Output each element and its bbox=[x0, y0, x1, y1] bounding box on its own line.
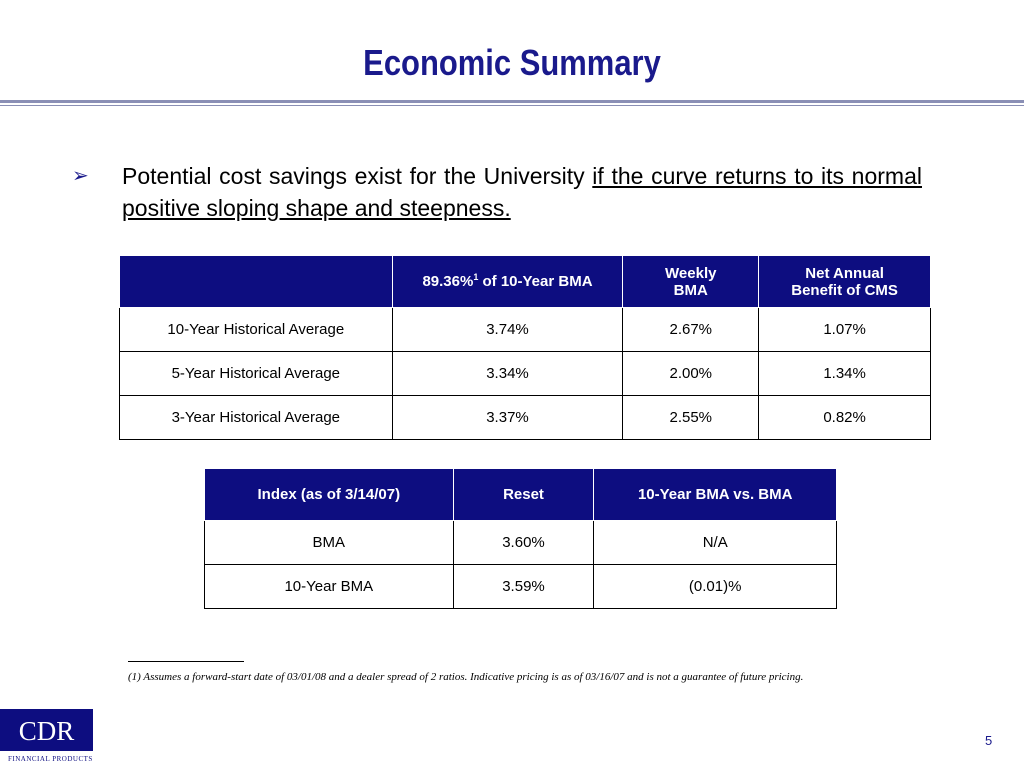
bullet-text: Potential cost savings exist for the Uni… bbox=[122, 160, 922, 224]
company-logo: CDR bbox=[0, 709, 93, 751]
header-cell-index: Index (as of 3/14/07) bbox=[204, 468, 454, 521]
header-ratio-value: 89.36% bbox=[422, 273, 474, 290]
title-divider bbox=[0, 100, 1024, 103]
cell-net-benefit: 0.82% bbox=[758, 395, 931, 440]
header-cell-weekly-bma: Weekly BMA bbox=[622, 255, 760, 308]
cell-ratio: 3.74% bbox=[391, 307, 624, 352]
header-weekly-line1: Weekly bbox=[665, 264, 717, 282]
header-net-line1: Net Annual bbox=[805, 264, 884, 282]
row-label: 10-Year Historical Average bbox=[119, 307, 393, 352]
footnote-divider bbox=[128, 661, 244, 662]
table-header-row: 89.36%1 of 10-Year BMA Weekly BMA Net Ann… bbox=[119, 255, 931, 308]
header-cell-net-benefit: Net Annual Benefit of CMS bbox=[758, 255, 931, 308]
cell-net-benefit: 1.07% bbox=[758, 307, 931, 352]
cell-ratio: 3.34% bbox=[391, 351, 624, 396]
row-label: BMA bbox=[204, 520, 454, 565]
header-cell-blank bbox=[119, 255, 393, 308]
row-label: 5-Year Historical Average bbox=[119, 351, 393, 396]
header-cell-spread: 10-Year BMA vs. BMA bbox=[593, 468, 837, 521]
row-label: 3-Year Historical Average bbox=[119, 395, 393, 440]
cell-spread: (0.01)% bbox=[593, 564, 837, 609]
table-row: 10-Year BMA 3.59% (0.01)% bbox=[204, 564, 837, 609]
table-row: 5-Year Historical Average 3.34% 2.00% 1.… bbox=[119, 351, 931, 396]
header-ratio-label: of 10-Year BMA bbox=[478, 273, 593, 290]
table-row: 3-Year Historical Average 3.37% 2.55% 0.… bbox=[119, 395, 931, 440]
arrow-bullet-icon: ➢ bbox=[72, 163, 89, 187]
cell-net-benefit: 1.34% bbox=[758, 351, 931, 396]
savings-table: 89.36%1 of 10-Year BMA Weekly BMA Net Ann… bbox=[119, 255, 931, 440]
row-label: 10-Year BMA bbox=[204, 564, 454, 609]
footnote: (1) Assumes a forward-start date of 03/0… bbox=[128, 671, 804, 683]
cell-ratio: 3.37% bbox=[391, 395, 624, 440]
page-number: 5 bbox=[985, 733, 993, 748]
header-cell-reset: Reset bbox=[452, 468, 595, 521]
footnote-marker: 1 bbox=[473, 272, 479, 282]
bullet-text-plain: Potential cost savings exist for the Uni… bbox=[122, 163, 593, 189]
company-logo-subtitle: FINANCIAL PRODUCTS bbox=[8, 755, 93, 763]
cell-weekly-bma: 2.55% bbox=[622, 395, 760, 440]
header-cell-ratio: 89.36%1 of 10-Year BMA bbox=[391, 255, 624, 308]
header-net-line2: Benefit of CMS bbox=[791, 281, 898, 299]
cell-reset: 3.60% bbox=[452, 520, 595, 565]
index-table: Index (as of 3/14/07) Reset 10-Year BMA … bbox=[204, 468, 837, 609]
cell-weekly-bma: 2.00% bbox=[622, 351, 760, 396]
table-header-row: Index (as of 3/14/07) Reset 10-Year BMA … bbox=[204, 468, 837, 521]
table-row: BMA 3.60% N/A bbox=[204, 520, 837, 565]
header-weekly-line2: BMA bbox=[673, 281, 708, 299]
cell-spread: N/A bbox=[593, 520, 837, 565]
title-divider-thin bbox=[0, 105, 1024, 106]
bullet-text-underlined: if the curve returns to its normal posit… bbox=[122, 163, 922, 221]
cell-weekly-bma: 2.67% bbox=[622, 307, 760, 352]
table-row: 10-Year Historical Average 3.74% 2.67% 1… bbox=[119, 307, 931, 352]
cell-reset: 3.59% bbox=[452, 564, 595, 609]
page-title: Economic Summary bbox=[363, 42, 661, 83]
